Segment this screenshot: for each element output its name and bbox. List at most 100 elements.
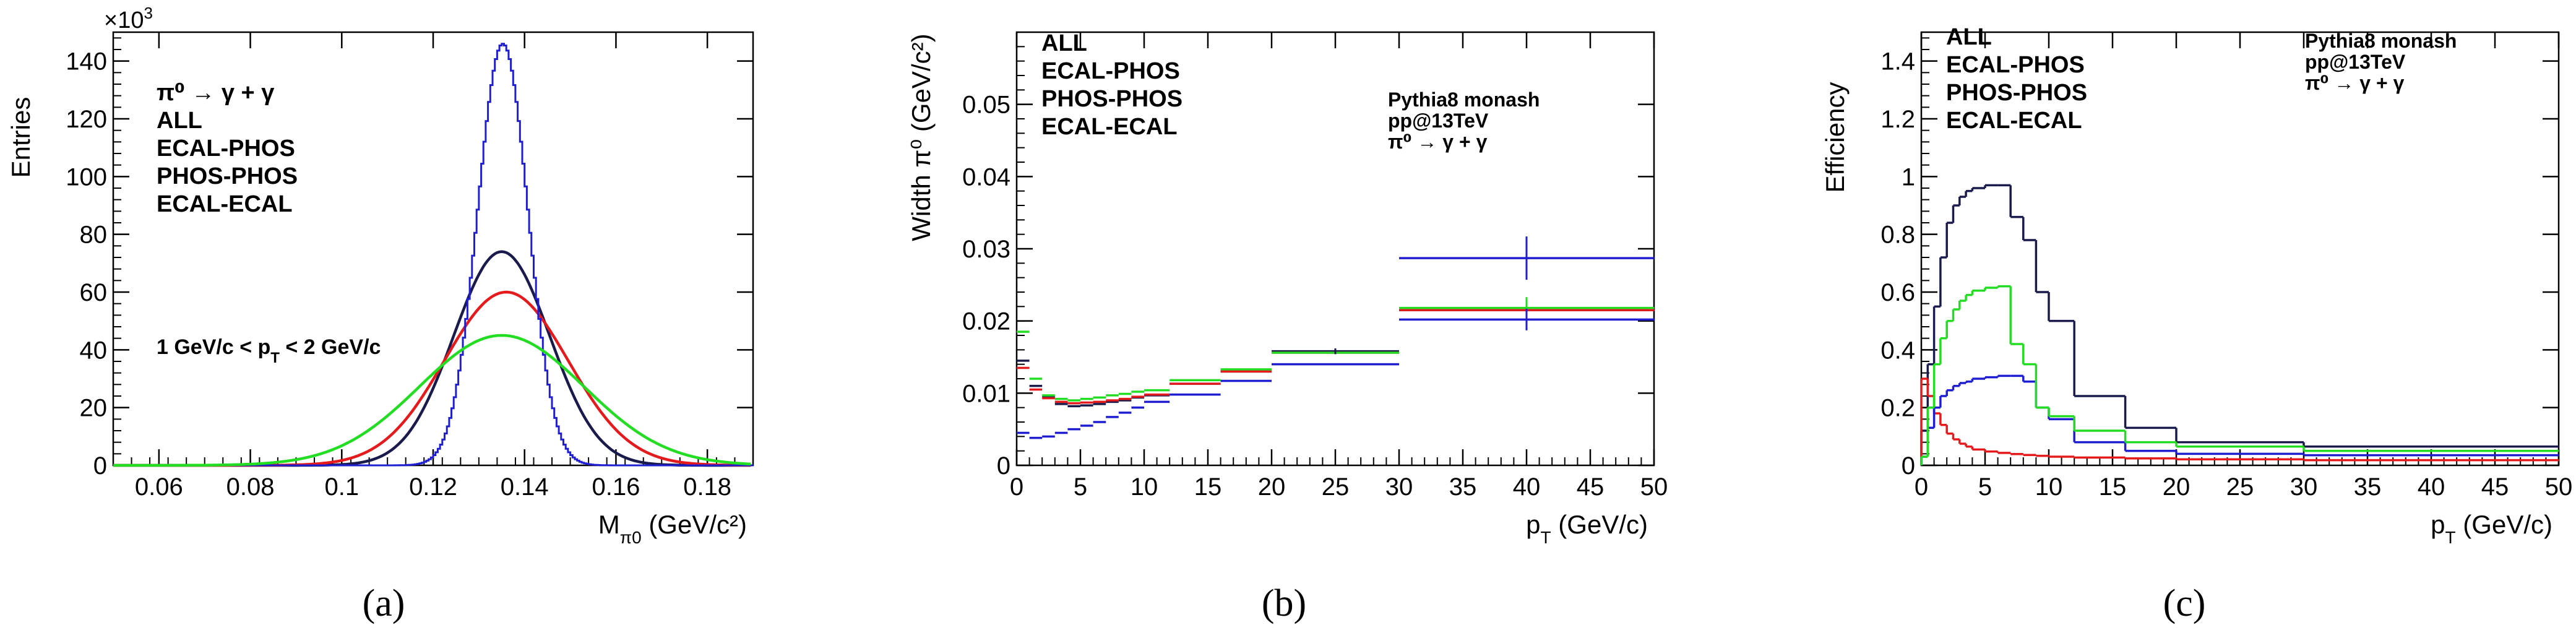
x-axis-label-unit: (GeV/c) (2456, 510, 2552, 539)
annotation-text: π⁰ → γ + γ (2305, 72, 2405, 94)
x-tick-label: 20 (1258, 473, 1286, 501)
x-tick-label: 10 (1131, 473, 1158, 501)
series-ecal-phos (1017, 309, 1654, 405)
y-axis-label: Width π⁰ (GeV/c²) (907, 33, 936, 241)
annotation-range-tail: < 2 GeV/c (280, 335, 381, 359)
x-tick-label: 0.14 (501, 473, 549, 501)
x-axis-label: pT (GeV/c) (1526, 510, 1648, 547)
x-axis-label-sub: T (1541, 528, 1551, 547)
x-tick-label: 0 (1010, 473, 1023, 501)
x-tick-label: 0.08 (226, 473, 275, 501)
x-tick-label: 0.12 (409, 473, 457, 501)
series-all (1920, 184, 2559, 465)
legend-entry: ECAL-PHOS (1946, 52, 2085, 78)
y-tick-label: 120 (66, 106, 107, 133)
x-tick-label: 25 (2226, 473, 2254, 501)
annotation-text: pp@13TeV (1388, 110, 1489, 132)
y-tick-label: 0.4 (1880, 337, 1915, 364)
y-tick-label: 0.01 (962, 380, 1010, 407)
x-tick-label: 45 (1577, 473, 1605, 501)
x-axis-label-sub: π0 (620, 528, 642, 547)
y-tick-label: 1.4 (1880, 48, 1915, 75)
y-axis-label: Entries (6, 97, 35, 178)
panel-caption: (c) (2163, 582, 2206, 624)
annotation-range: 1 GeV/c < pT < 2 GeV/c (157, 335, 381, 366)
series-phos-phos (1017, 257, 1654, 439)
x-tick-label: 25 (1322, 473, 1350, 501)
x-tick-label: 5 (1074, 473, 1087, 501)
y-tick-label: 0.8 (1880, 222, 1915, 249)
x-tick-label: 35 (2354, 473, 2382, 501)
panel-c: 0 5 10 15 20 25 30 35 40 45 50 0 0.2 0.4 0.6 0.8 1 1.2 1.4… (1820, 24, 2572, 624)
series-curve-ecal-ecal (113, 334, 751, 467)
y-tick-label: 40 (80, 337, 108, 364)
legend-entry: π⁰ → γ + γ (157, 80, 274, 106)
y-tick-label: 60 (80, 279, 108, 306)
annotation-text: π⁰ → γ + γ (1388, 131, 1488, 153)
y-tick-label: 100 (66, 163, 107, 191)
legend-entry: ALL (157, 108, 202, 134)
y-tick-label: 0.03 (962, 236, 1010, 263)
x-tick-label: 50 (1640, 473, 1668, 501)
panel-caption: (b) (1262, 582, 1306, 624)
x-axis-label: Mπ0 (GeV/c²) (598, 510, 747, 547)
x-axis-label: pT (GeV/c) (2431, 510, 2552, 547)
annotation-range-sub: T (270, 350, 280, 366)
x-tick-label: 0.06 (135, 473, 183, 501)
y-tick-label: 0.04 (962, 163, 1010, 191)
annotation-text: Pythia8 monash (2305, 30, 2457, 52)
x-tick-label: 10 (2035, 473, 2063, 501)
y-tick-label: 0 (1902, 452, 1915, 480)
y-tick-label: 1 (1902, 163, 1915, 191)
x-axis-label-sub: T (2445, 528, 2456, 547)
x-tick-label: 50 (2545, 473, 2573, 501)
x-tick-label: 0 (1915, 473, 1928, 501)
x-tick-label: 30 (1385, 473, 1413, 501)
annotation-text: pp@13TeV (2305, 51, 2406, 73)
series-curve-ecal-phos (113, 290, 751, 467)
legend-entry: ECAL-PHOS (1041, 58, 1180, 84)
y-multiplier: ×103 (104, 4, 153, 33)
y-tick-label: 140 (66, 48, 107, 75)
panel-caption: (a) (363, 582, 405, 624)
legend-entry: ECAL-PHOS (157, 136, 295, 162)
x-tick-label: 0.18 (683, 473, 731, 501)
x-axis-label-main: p (1526, 510, 1540, 539)
x-axis-label-main: M (598, 510, 620, 539)
y-tick-label: 80 (80, 222, 108, 249)
y-axis-label: Efficiency (1820, 82, 1850, 193)
annotation-text: Pythia8 monash (1388, 88, 1540, 111)
x-tick-label: 35 (1449, 473, 1477, 501)
x-tick-label: 15 (1194, 473, 1222, 501)
y-tick-label: 0.02 (962, 308, 1010, 335)
x-tick-label: 5 (1978, 473, 1992, 501)
legend-entry: ALL (1946, 24, 1992, 50)
legend-entry: ECAL-ECAL (1946, 108, 2082, 134)
y-tick-label: 20 (80, 395, 108, 422)
panel-a: 0.06 0.08 0.1 0.12 0.14 0.16 0.18 0 20 40 60 80 100 1… (6, 4, 754, 624)
legend-entry: PHOS-PHOS (157, 163, 298, 189)
series-ecal-ecal (1920, 285, 2559, 465)
y-multiplier-exp: 3 (144, 4, 152, 22)
legend-entry: ECAL-ECAL (1041, 114, 1178, 140)
legend-entry: PHOS-PHOS (1946, 80, 2087, 106)
legend-entry: ECAL-ECAL (157, 191, 293, 217)
y-tick-label: 0.2 (1880, 395, 1915, 422)
x-tick-label: 15 (2099, 473, 2127, 501)
x-axis-label-unit: (GeV/c) (1551, 510, 1648, 539)
y-tick-label: 0.05 (962, 92, 1010, 119)
y-tick-label: 1.2 (1880, 106, 1915, 133)
panel-b: 0 5 10 15 20 25 30 35 40 45 50 0 0.01 0.02 0.03 0.04 0.0… (907, 30, 1668, 624)
x-tick-label: 30 (2290, 473, 2318, 501)
y-tick-label: 0 (93, 452, 107, 480)
y-tick-label: 0.6 (1880, 279, 1915, 306)
legend-entry: ALL (1041, 30, 1087, 56)
x-tick-label: 40 (1513, 473, 1541, 501)
x-tick-label: 40 (2418, 473, 2445, 501)
x-tick-label: 0.1 (324, 473, 359, 501)
series-all (1017, 309, 1654, 408)
x-axis-label-unit: (GeV/c²) (642, 510, 747, 539)
legend-entry: PHOS-PHOS (1041, 86, 1182, 112)
y-tick-label: 0 (997, 452, 1010, 480)
